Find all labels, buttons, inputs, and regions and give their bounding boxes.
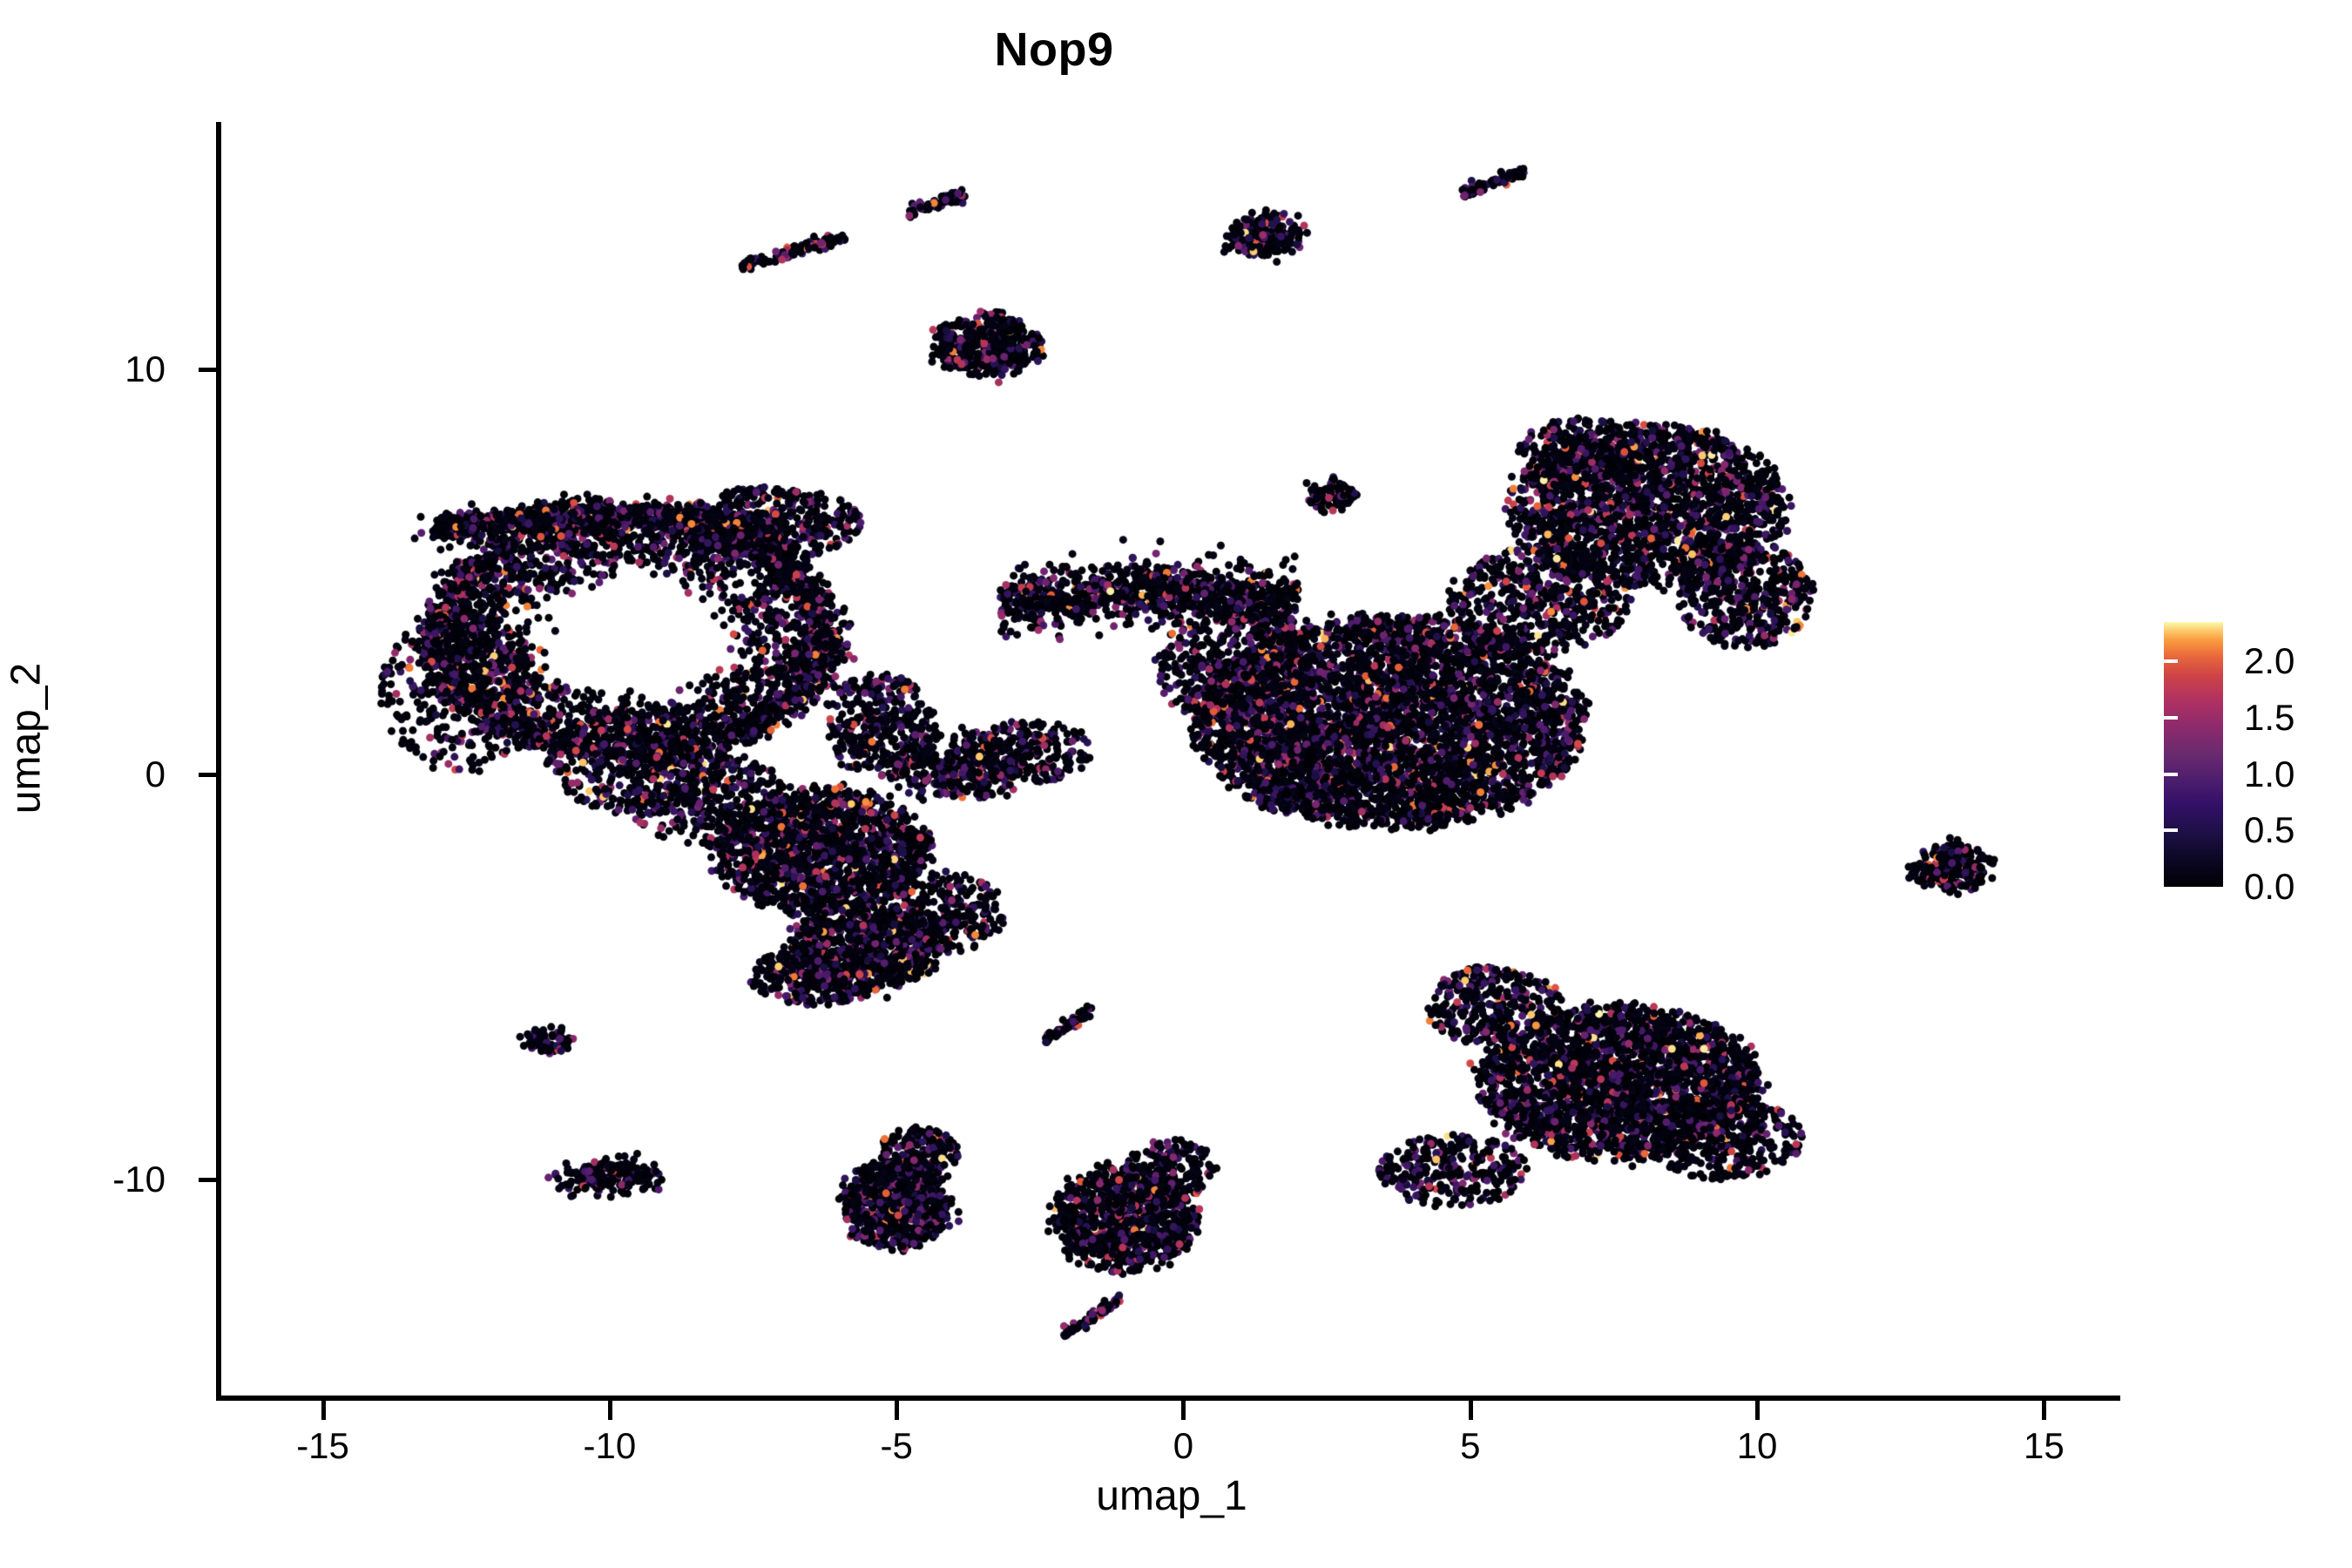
- x-tick-mark: [895, 1401, 900, 1420]
- colorbar-tick-mark: [2164, 715, 2178, 720]
- colorbar-tick-mark: [2324, 772, 2338, 776]
- x-tick-label: 5: [1460, 1425, 1481, 1466]
- y-tick-mark: [199, 772, 218, 777]
- colorbar-tick-mark: [2164, 772, 2178, 776]
- x-tick-label: 10: [1736, 1425, 1778, 1466]
- y-tick-mark: [199, 367, 218, 372]
- x-tick-label: -15: [296, 1425, 349, 1466]
- y-tick-label: -10: [112, 1158, 166, 1200]
- colorbar-label: 1.5: [2244, 696, 2295, 738]
- colorbar-gradient: [2164, 622, 2223, 887]
- colorbar-label: 0.5: [2244, 809, 2295, 851]
- x-tick-label: 0: [1173, 1425, 1194, 1466]
- x-tick-label: 15: [2024, 1425, 2065, 1466]
- x-tick-mark: [1468, 1401, 1473, 1420]
- plot-panel[interactable]: [220, 122, 2119, 1398]
- y-axis-line: [216, 122, 221, 1401]
- colorbar-tick-mark: [2164, 659, 2178, 664]
- colorbar-tick-mark: [2324, 715, 2338, 720]
- x-tick-mark: [2042, 1401, 2047, 1420]
- page-title: Nop9: [994, 24, 1114, 76]
- colorbar-label: 1.0: [2244, 753, 2295, 794]
- y-tick-label: 0: [145, 753, 166, 794]
- x-tick-mark: [321, 1401, 326, 1420]
- y-tick-mark: [199, 1177, 218, 1182]
- x-tick-label: -5: [880, 1425, 913, 1466]
- x-tick-mark: [1755, 1401, 1761, 1420]
- x-axis-line: [216, 1396, 2120, 1401]
- colorbar-label: 0.0: [2244, 866, 2295, 907]
- x-tick-label: -10: [583, 1425, 637, 1466]
- colorbar-legend[interactable]: 0.0 0.5 1.0 1.5 2.0: [2164, 622, 2338, 907]
- y-axis-title: umap_2: [3, 662, 50, 814]
- scatter-points-layer: [220, 122, 2119, 1398]
- x-tick-mark: [607, 1401, 612, 1420]
- colorbar-tick-mark: [2164, 828, 2178, 833]
- x-axis-title: umap_1: [1096, 1473, 1247, 1519]
- colorbar-tick-mark: [2324, 828, 2338, 833]
- y-tick-label: 10: [125, 348, 166, 389]
- x-tick-mark: [1181, 1401, 1186, 1420]
- colorbar-label: 2.0: [2244, 640, 2295, 682]
- colorbar-tick-mark: [2324, 659, 2338, 664]
